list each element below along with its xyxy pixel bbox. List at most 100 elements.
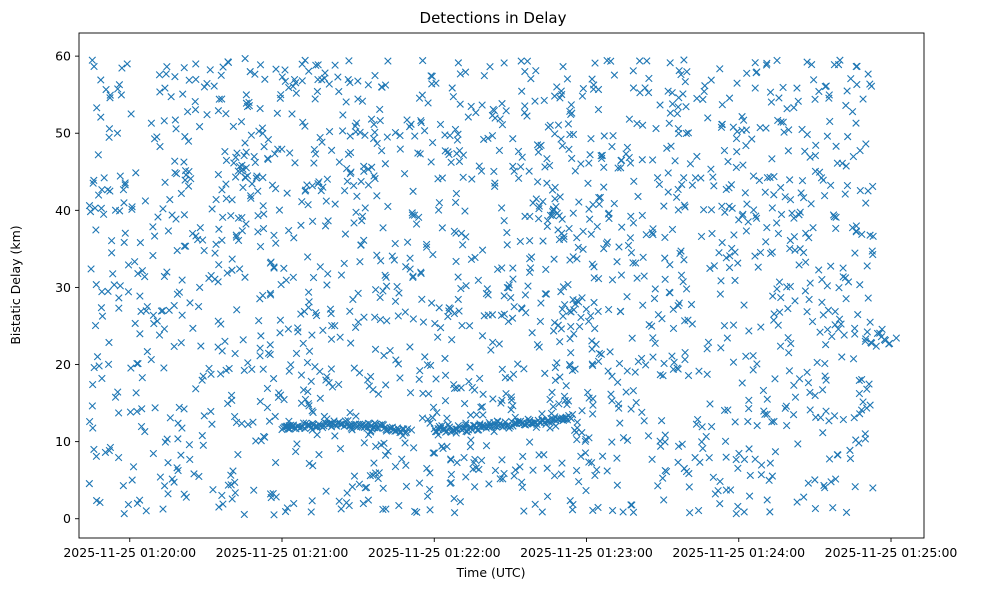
- detection-marker: [699, 95, 707, 104]
- detection-marker: [155, 71, 164, 79]
- detection-marker: [862, 335, 870, 343]
- detection-marker: [97, 76, 105, 84]
- detection-marker: [349, 295, 357, 304]
- detection-marker: [479, 135, 488, 144]
- detection-marker: [376, 116, 384, 125]
- detection-marker: [827, 478, 835, 486]
- detection-marker: [866, 80, 874, 88]
- detection-marker: [361, 204, 369, 212]
- scatter-points: [85, 54, 901, 519]
- detection-marker: [486, 62, 494, 71]
- detection-marker: [652, 124, 660, 133]
- detection-marker: [615, 243, 623, 251]
- detection-marker: [276, 329, 284, 337]
- detection-marker: [877, 333, 886, 341]
- detection-marker: [382, 282, 391, 290]
- detection-marker: [651, 339, 659, 348]
- detection-marker: [822, 407, 830, 415]
- detection-marker: [539, 237, 547, 245]
- detection-marker: [395, 289, 403, 297]
- detection-marker: [395, 501, 403, 510]
- detection-marker: [291, 159, 299, 167]
- detection-marker: [661, 254, 669, 262]
- detection-marker: [409, 273, 417, 282]
- detection-marker: [725, 94, 734, 102]
- detection-marker: [536, 317, 545, 326]
- detection-marker: [773, 285, 781, 293]
- detection-marker: [824, 306, 833, 314]
- detection-marker: [785, 367, 794, 375]
- detection-marker: [364, 165, 372, 173]
- detection-marker: [531, 500, 539, 508]
- detection-marker: [382, 273, 390, 281]
- detection-marker: [480, 312, 488, 320]
- detection-marker: [834, 451, 842, 459]
- detection-marker: [795, 211, 803, 219]
- detection-marker: [230, 412, 239, 421]
- detection-marker: [585, 458, 593, 466]
- detection-marker: [761, 410, 769, 419]
- detection-marker: [544, 123, 553, 131]
- detection-marker: [538, 410, 546, 418]
- detection-marker: [511, 413, 519, 422]
- detection-marker: [467, 436, 475, 444]
- detection-marker: [647, 322, 656, 330]
- detection-marker: [766, 88, 775, 96]
- detection-marker: [256, 242, 265, 251]
- detection-marker: [234, 450, 242, 459]
- detection-marker: [634, 357, 643, 366]
- detection-marker: [572, 428, 580, 437]
- detection-marker: [679, 174, 688, 182]
- detection-marker: [123, 60, 131, 68]
- detection-marker: [594, 357, 603, 366]
- detection-marker: [420, 127, 429, 135]
- detection-marker: [427, 72, 435, 80]
- detection-marker: [462, 419, 470, 427]
- detection-marker: [677, 247, 685, 255]
- detection-marker: [200, 246, 208, 255]
- detection-marker: [840, 331, 848, 339]
- detection-marker: [570, 306, 578, 314]
- detection-marker: [396, 145, 405, 153]
- detection-marker: [100, 174, 108, 182]
- detection-marker: [508, 314, 517, 322]
- detection-marker: [716, 65, 724, 73]
- detection-marker: [205, 274, 213, 283]
- detection-marker: [215, 95, 223, 103]
- detection-marker: [803, 368, 811, 377]
- detection-marker: [411, 132, 419, 140]
- detection-marker: [609, 132, 617, 140]
- detection-marker: [342, 164, 351, 173]
- detection-marker: [849, 152, 858, 161]
- detection-marker: [505, 284, 513, 292]
- detection-marker: [291, 447, 300, 456]
- detection-marker: [90, 62, 98, 71]
- detection-marker: [199, 441, 208, 449]
- detection-marker: [769, 292, 777, 300]
- detection-marker: [605, 214, 613, 223]
- detection-marker: [644, 88, 653, 97]
- detection-marker: [128, 203, 136, 211]
- detection-marker: [218, 236, 226, 245]
- detection-marker: [582, 486, 590, 495]
- detection-marker: [688, 320, 697, 328]
- detection-marker: [756, 123, 764, 132]
- detection-marker: [518, 153, 526, 161]
- detection-marker: [556, 193, 564, 201]
- detection-marker: [120, 509, 128, 518]
- detection-marker: [615, 359, 624, 368]
- detection-marker: [498, 456, 506, 464]
- detection-marker: [543, 492, 552, 501]
- detection-marker: [790, 381, 798, 389]
- detection-marker: [892, 334, 901, 342]
- detection-marker: [540, 451, 548, 459]
- detection-marker: [106, 443, 115, 452]
- detection-marker: [171, 116, 180, 124]
- detection-marker: [276, 316, 285, 324]
- y-tick-label: 40: [55, 203, 71, 218]
- detection-marker: [680, 317, 689, 325]
- detection-marker: [479, 390, 487, 398]
- detection-marker: [111, 393, 120, 401]
- detection-marker: [705, 454, 713, 462]
- detection-marker: [85, 479, 94, 488]
